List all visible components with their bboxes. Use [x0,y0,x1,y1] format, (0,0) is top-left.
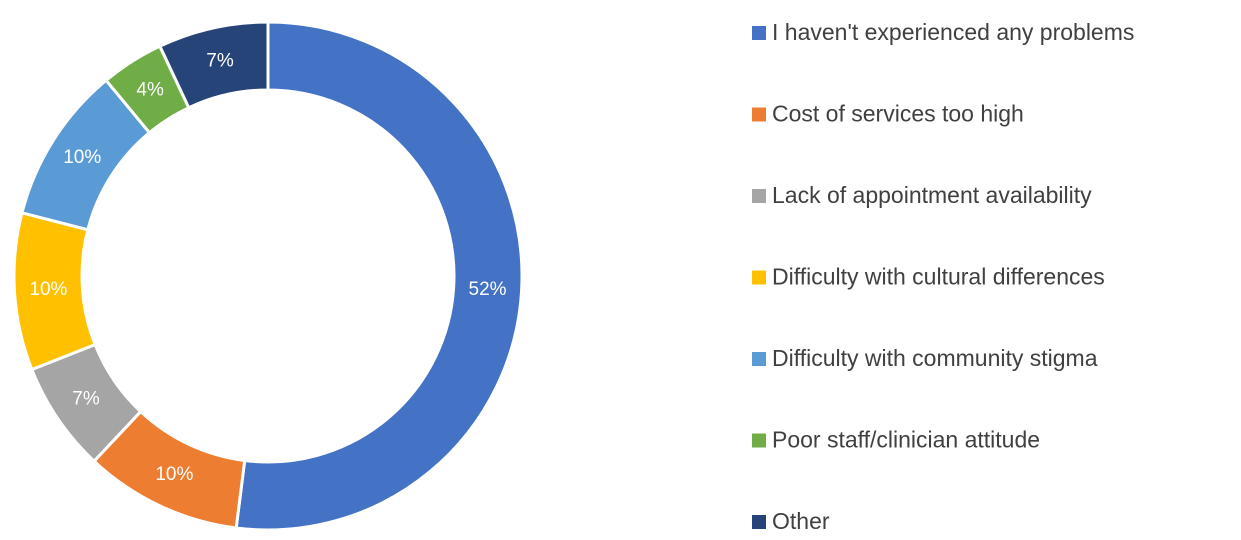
legend-label: Difficulty with cultural differences [772,264,1105,290]
legend-label: I haven't experienced any problems [772,19,1134,45]
legend-swatch [752,515,766,529]
legend-swatch [752,352,766,366]
donut-segment [234,20,524,532]
data-label: 10% [29,279,67,300]
legend-label: Lack of appointment availability [772,182,1092,208]
legend-swatch [752,107,766,122]
legend-label: Cost of services too high [772,101,1024,127]
data-label: 7% [206,50,234,71]
legend-swatch [752,26,766,40]
data-label: 10% [155,464,193,485]
legend-swatch [752,189,766,203]
donut-segment [157,20,270,110]
data-label: 52% [469,279,507,300]
legend-label: Poor staff/clinician attitude [772,427,1040,453]
legend-label: Other [772,508,830,534]
data-label: 7% [72,389,100,410]
legend-swatch [752,270,766,285]
legend-swatch [752,433,766,448]
data-label: 4% [136,79,164,100]
data-label: 10% [63,147,101,168]
legend-label: Difficulty with community stigma [772,345,1098,371]
